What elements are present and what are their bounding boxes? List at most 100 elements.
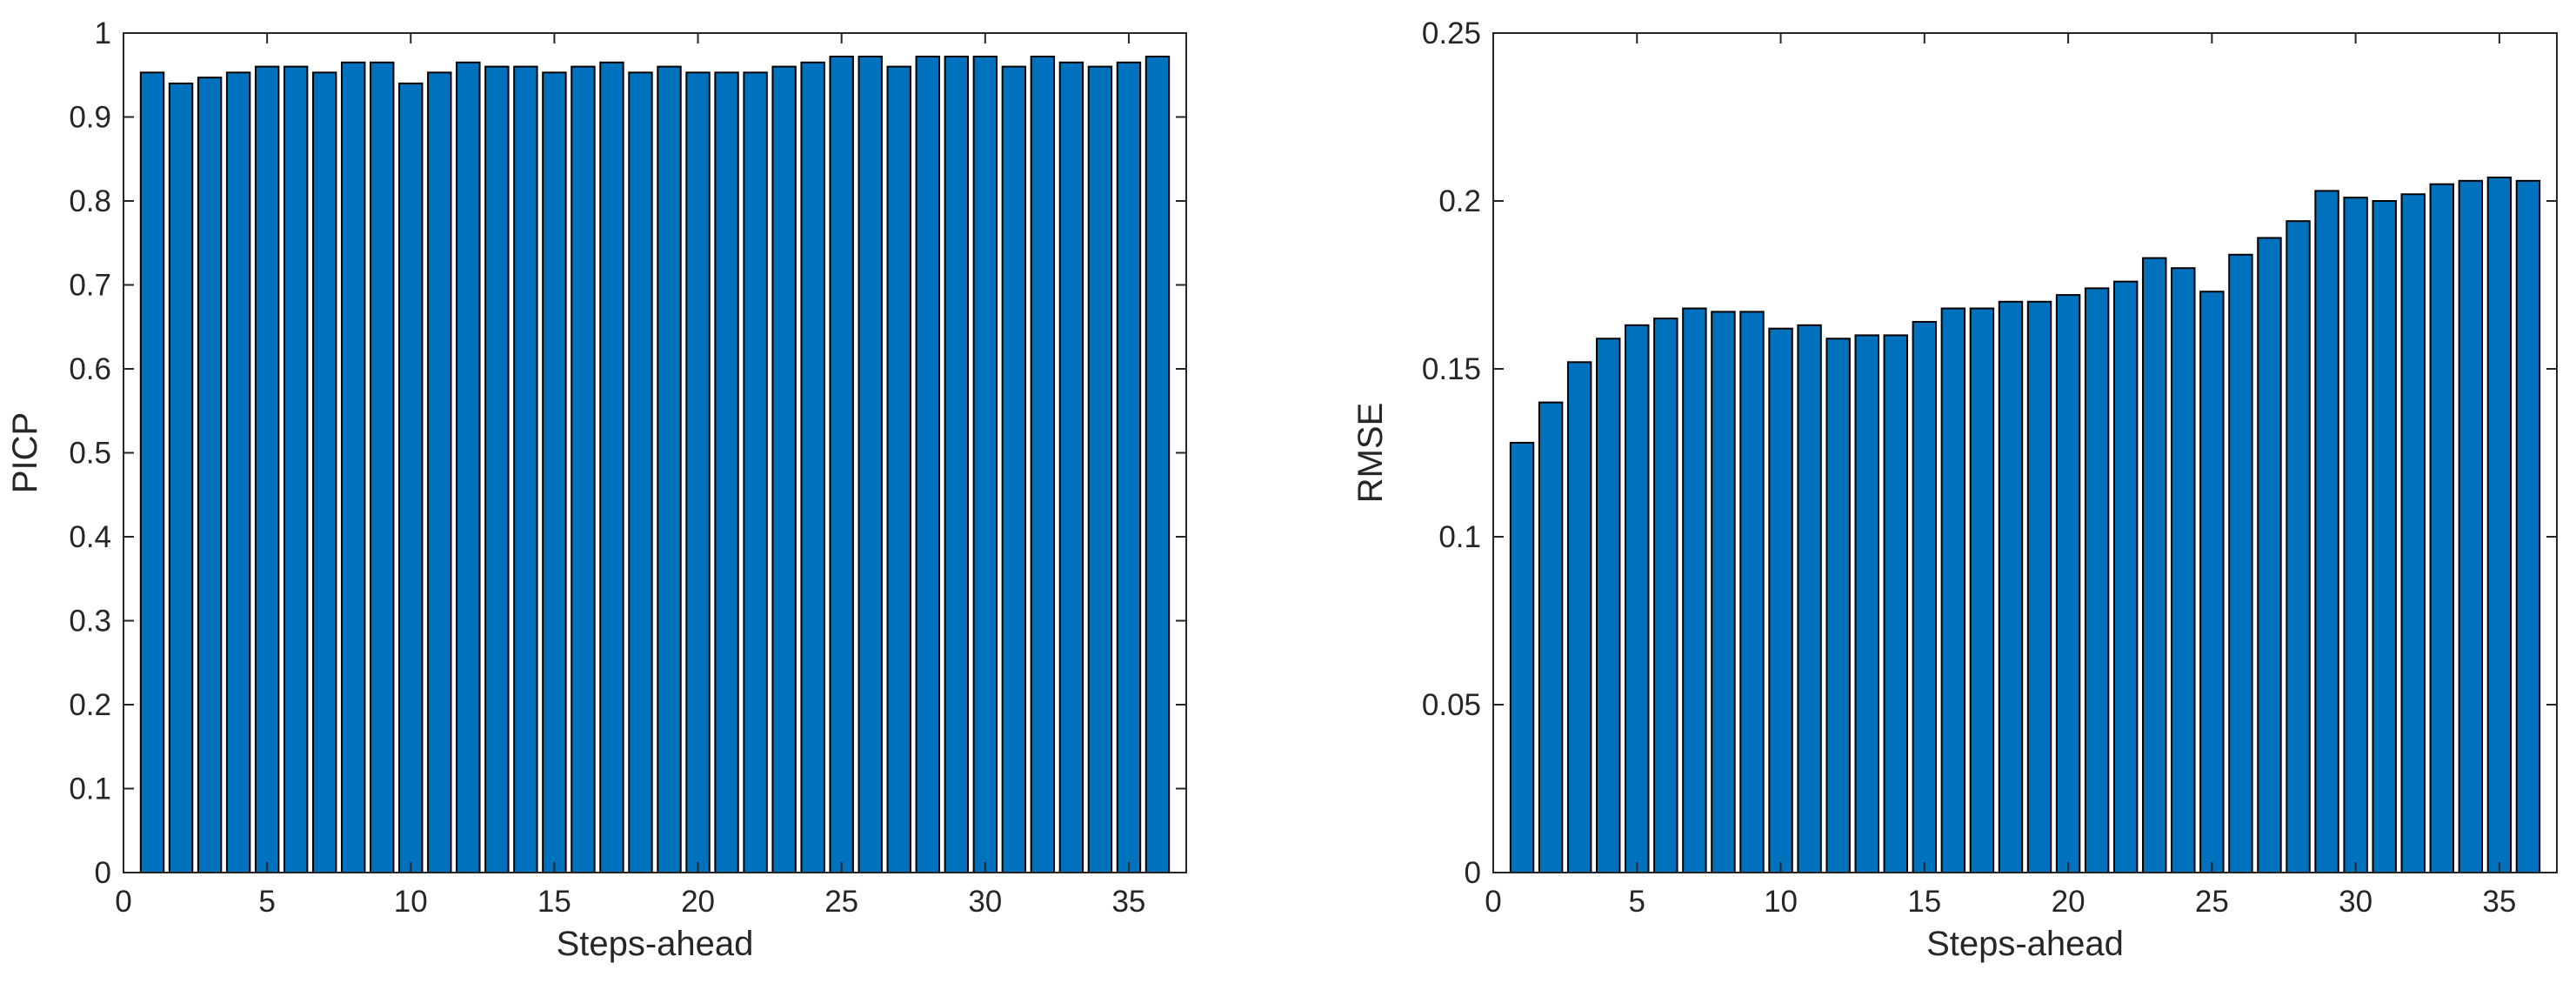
bar bbox=[2286, 220, 2311, 874]
bar bbox=[1854, 334, 1879, 873]
x-tick-label: 10 bbox=[394, 885, 428, 919]
bar bbox=[972, 56, 998, 873]
bar bbox=[1998, 300, 2024, 873]
bar bbox=[2343, 197, 2368, 873]
bar bbox=[1145, 56, 1171, 873]
x-axis-label: Steps-ahead bbox=[557, 925, 754, 963]
y-tick-label: 0.2 bbox=[69, 688, 111, 722]
bar bbox=[599, 61, 624, 873]
bar bbox=[1595, 338, 1621, 873]
bar bbox=[1653, 318, 1678, 874]
x-tick-label: 5 bbox=[1629, 885, 1645, 919]
bar bbox=[2112, 280, 2139, 873]
bar bbox=[2055, 294, 2081, 873]
bar bbox=[1912, 320, 1938, 873]
bar bbox=[2400, 193, 2426, 873]
bar bbox=[771, 65, 797, 874]
x-tick-label: 25 bbox=[2195, 885, 2229, 919]
bar bbox=[1058, 61, 1084, 873]
y-tick-label: 0.6 bbox=[69, 352, 111, 386]
bar bbox=[2458, 179, 2484, 873]
bar bbox=[800, 61, 825, 873]
y-tick-label: 0.1 bbox=[1438, 520, 1481, 554]
bar bbox=[944, 56, 969, 873]
axes-frame bbox=[1492, 32, 2558, 873]
y-tick-label: 0.5 bbox=[69, 437, 111, 471]
y-axis-label: PICP bbox=[6, 412, 44, 493]
x-tick-label: 15 bbox=[1907, 885, 1941, 919]
bar bbox=[1509, 441, 1535, 873]
x-tick-label: 35 bbox=[1111, 885, 1145, 919]
bar bbox=[398, 82, 424, 873]
bar bbox=[2515, 179, 2541, 873]
x-tick-label: 10 bbox=[1764, 885, 1798, 919]
bar bbox=[743, 71, 768, 874]
bar bbox=[2026, 300, 2052, 873]
bar bbox=[571, 65, 596, 874]
bar bbox=[886, 65, 911, 874]
x-tick-label: 30 bbox=[968, 885, 1002, 919]
bar bbox=[858, 56, 883, 873]
y-tick-label: 0.7 bbox=[69, 269, 111, 303]
bar bbox=[1797, 324, 1822, 873]
bar bbox=[1682, 307, 1707, 873]
y-tick-label: 0 bbox=[1465, 856, 1481, 890]
x-tick-label: 5 bbox=[258, 885, 275, 919]
y-tick-label: 0.1 bbox=[69, 773, 111, 806]
y-tick-label: 0.3 bbox=[69, 605, 111, 639]
bar bbox=[427, 71, 452, 874]
bar bbox=[225, 71, 251, 874]
x-tick-label: 25 bbox=[824, 885, 858, 919]
bar bbox=[2314, 190, 2339, 874]
bar bbox=[1566, 361, 1592, 873]
bar bbox=[1001, 65, 1027, 874]
bar bbox=[456, 61, 481, 873]
bar bbox=[2228, 253, 2253, 873]
bar bbox=[1538, 401, 1564, 874]
bar bbox=[2142, 257, 2167, 873]
bar bbox=[2257, 237, 2282, 873]
bar bbox=[2199, 291, 2225, 874]
y-tick-label: 0.2 bbox=[1438, 184, 1481, 218]
x-tick-label: 30 bbox=[2339, 885, 2372, 919]
bar bbox=[1739, 311, 1765, 873]
bar bbox=[714, 71, 739, 874]
bar bbox=[1625, 324, 1650, 873]
y-tick-label: 0.9 bbox=[69, 101, 111, 135]
y-tick-label: 0 bbox=[95, 856, 111, 890]
bar bbox=[657, 65, 682, 874]
y-tick-label: 0.05 bbox=[1422, 688, 1481, 722]
bar bbox=[283, 65, 309, 874]
bar bbox=[1969, 307, 1995, 873]
bar bbox=[685, 71, 711, 874]
y-tick-label: 0.15 bbox=[1422, 352, 1481, 386]
bar bbox=[341, 61, 366, 873]
bar bbox=[2084, 287, 2110, 873]
bar bbox=[2429, 183, 2455, 873]
y-tick-label: 0.4 bbox=[69, 520, 111, 554]
x-tick-label: 20 bbox=[681, 885, 715, 919]
bar bbox=[628, 71, 653, 874]
x-tick-label: 15 bbox=[537, 885, 571, 919]
bar bbox=[2372, 200, 2397, 873]
y-tick-label: 0.25 bbox=[1422, 17, 1481, 50]
bar bbox=[1825, 338, 1851, 873]
x-axis-label: Steps-ahead bbox=[1926, 925, 2124, 963]
bar bbox=[2486, 176, 2513, 874]
bar bbox=[1768, 327, 1793, 873]
bar bbox=[139, 71, 165, 874]
x-tick-label: 35 bbox=[2482, 885, 2516, 919]
y-axis-label: RMSE bbox=[1351, 403, 1390, 504]
x-tick-label: 20 bbox=[2052, 885, 2085, 919]
y-tick-label: 1 bbox=[95, 17, 111, 50]
x-tick-label: 0 bbox=[1485, 885, 1501, 919]
x-tick-label: 0 bbox=[115, 885, 131, 919]
bar bbox=[1940, 307, 1966, 873]
bar bbox=[1711, 311, 1736, 873]
y-tick-label: 0.8 bbox=[69, 184, 111, 218]
bar bbox=[513, 65, 538, 874]
bar bbox=[2171, 267, 2196, 873]
